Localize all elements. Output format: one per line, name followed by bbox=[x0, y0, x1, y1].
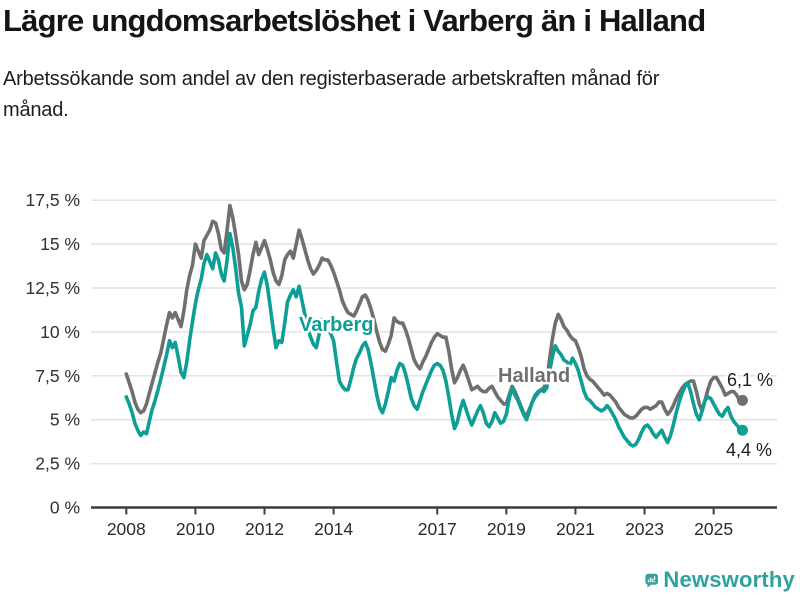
series-end-dot-halland bbox=[736, 394, 748, 406]
x-axis-tick-label: 2021 bbox=[556, 519, 595, 539]
y-axis-tick-label: 15 % bbox=[40, 234, 80, 254]
y-axis-tick-label: 2,5 % bbox=[35, 454, 80, 474]
series-line-varberg bbox=[124, 231, 745, 448]
end-value-label-varberg: 4,4 % bbox=[726, 440, 772, 460]
logo-bar-chart-glyph bbox=[647, 575, 656, 582]
y-axis-tick-label: 12,5 % bbox=[26, 278, 80, 298]
page-title: Lägre ungdomsarbetslöshet i Varberg än i… bbox=[3, 3, 706, 38]
series-line-halland bbox=[124, 203, 745, 420]
logo-exclamation-bar bbox=[653, 575, 656, 580]
series-end-dot-varberg bbox=[736, 424, 748, 436]
y-axis-tick-label: 10 % bbox=[40, 322, 80, 342]
x-axis-tick-label: 2017 bbox=[418, 519, 457, 539]
series-label-varberg: Varberg bbox=[299, 314, 373, 336]
logo-exclamation-dot bbox=[653, 580, 656, 582]
chart-subtitle: Arbetssökande som andel av den registerb… bbox=[3, 68, 660, 122]
x-axis-tick-label: 2025 bbox=[694, 519, 733, 539]
x-axis-tick-label: 2019 bbox=[487, 519, 526, 539]
y-axis-tick-label: 7,5 % bbox=[35, 366, 80, 386]
newsworthy-brand: Newsworthy bbox=[645, 563, 795, 597]
x-axis-tick-label: 2023 bbox=[625, 519, 664, 539]
brand-name: Newsworthy bbox=[663, 567, 795, 592]
chart-header: Lägre ungdomsarbetslöshet i Varberg än i… bbox=[3, 3, 797, 126]
end-value-label-halland: 6,1 % bbox=[727, 370, 773, 390]
logo-bubble-shape bbox=[645, 573, 658, 588]
y-axis-tick-label: 0 % bbox=[50, 498, 80, 518]
x-axis-tick-label: 2010 bbox=[176, 519, 215, 539]
x-axis-tick-label: 2012 bbox=[245, 519, 284, 539]
newsworthy-logo-icon bbox=[645, 573, 658, 588]
y-axis-tick-label: 5 % bbox=[50, 410, 80, 430]
y-axis-tick-label: 17,5 % bbox=[26, 190, 80, 210]
series-label-halland: Halland bbox=[498, 365, 570, 387]
x-axis-tick-label: 2008 bbox=[107, 519, 146, 539]
x-axis-tick-label: 2014 bbox=[314, 519, 353, 539]
